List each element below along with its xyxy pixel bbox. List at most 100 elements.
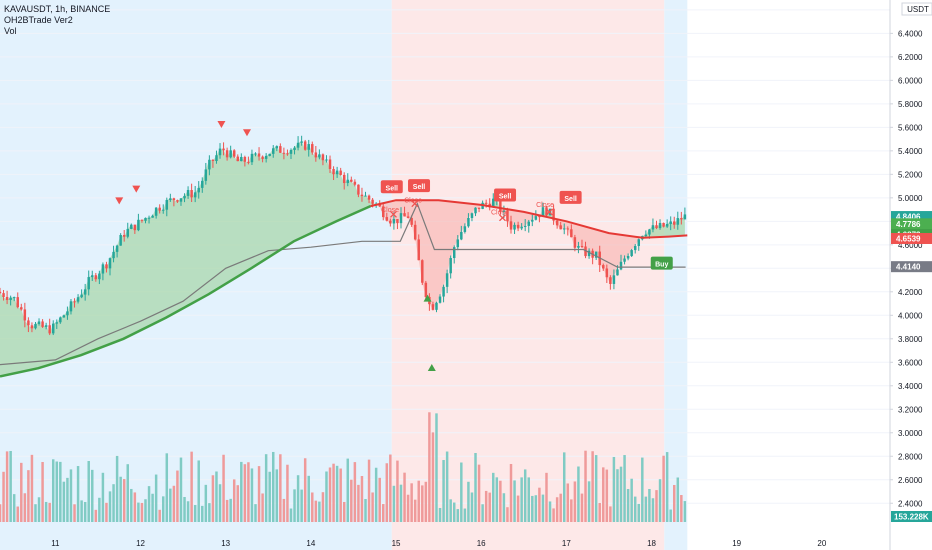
candle xyxy=(201,177,204,193)
volume-bar xyxy=(328,467,332,522)
candle xyxy=(179,198,183,206)
volume-bar xyxy=(130,488,133,522)
candle xyxy=(62,314,66,318)
volume-bar xyxy=(261,493,264,522)
volume-bar xyxy=(602,467,605,522)
candle xyxy=(172,197,176,207)
volume-bar xyxy=(658,479,662,522)
volume-bar xyxy=(339,468,342,522)
candle xyxy=(247,156,250,165)
candle xyxy=(240,153,243,162)
price-axis[interactable]: USDT 6.4000 6.2000 6.0000 5.8000 5.6000 5.4000… xyxy=(889,0,932,550)
volume-bar xyxy=(406,494,410,522)
volume-bar xyxy=(73,504,76,522)
candle xyxy=(94,272,98,282)
volume-bar xyxy=(374,467,378,522)
sell-arrow-icon xyxy=(217,120,226,128)
candle xyxy=(48,318,51,336)
y-tick-label: 4.2000 xyxy=(898,288,923,297)
volume-bar xyxy=(179,457,183,522)
volume-bar xyxy=(232,479,236,522)
candle xyxy=(570,224,573,238)
volume-bar xyxy=(30,454,34,522)
candle xyxy=(318,149,321,160)
symbol-title[interactable]: KAVAUSDT, 1h, BINANCE xyxy=(4,4,111,14)
volume-bar xyxy=(616,469,619,522)
y-tick-label: 6.4000 xyxy=(898,29,923,38)
candle xyxy=(587,248,591,259)
y-tick-label: 6.2000 xyxy=(898,53,923,62)
candle xyxy=(293,146,296,155)
volume-indicator-name[interactable]: Vol xyxy=(4,26,17,36)
y-tick-label: 2.4000 xyxy=(898,499,923,508)
price-marker: 4.8406 xyxy=(891,211,932,223)
currency-box xyxy=(901,2,932,16)
candle xyxy=(389,218,392,227)
svg-text:Sell: Sell xyxy=(413,184,426,191)
price-marker: 4.6539 xyxy=(891,232,932,244)
volume-bar xyxy=(76,466,80,522)
candle xyxy=(0,287,2,294)
volume-bar xyxy=(573,481,577,522)
candle xyxy=(98,270,101,285)
volume-bar xyxy=(186,501,190,522)
candle xyxy=(527,219,530,233)
volume-bar xyxy=(392,485,396,522)
volume-bar xyxy=(208,503,211,522)
volume-bar xyxy=(303,458,307,522)
volume-bar xyxy=(470,492,474,522)
volume-bar xyxy=(676,477,680,522)
candle xyxy=(431,301,435,311)
volume-bar xyxy=(680,495,683,522)
candle xyxy=(623,255,626,265)
volume-marker: 153.228K xyxy=(891,511,932,522)
candle xyxy=(673,216,676,229)
indicator-name[interactable]: OH2BTrade Ver2 xyxy=(4,15,73,25)
candle xyxy=(215,150,218,164)
volume-bar xyxy=(115,455,119,522)
sell-signal-label: Sell xyxy=(380,180,403,194)
candle xyxy=(626,253,630,261)
candlesticks xyxy=(0,135,687,336)
candle xyxy=(346,173,350,187)
candle xyxy=(76,294,80,304)
volume-bar xyxy=(346,458,350,522)
candle xyxy=(229,145,232,159)
svg-text:4.7786: 4.7786 xyxy=(896,220,921,229)
candle xyxy=(339,167,342,176)
volume-bar xyxy=(197,460,200,522)
volume-bar xyxy=(410,483,413,522)
volume-bar xyxy=(169,488,172,522)
y-tick-label: 4.0000 xyxy=(898,311,923,320)
volume-bar xyxy=(552,508,555,522)
candle xyxy=(396,219,399,230)
candle xyxy=(154,207,158,219)
candle xyxy=(5,290,9,305)
time-axis[interactable]: 11 12 13 14 15 16 17 18 19 20 xyxy=(51,539,827,548)
candle xyxy=(658,219,662,230)
candle xyxy=(531,214,534,227)
candle xyxy=(183,193,186,203)
volume-bar xyxy=(580,493,584,522)
bull-fill-area xyxy=(493,198,501,213)
candle xyxy=(268,153,271,157)
candle xyxy=(55,319,59,329)
volume-bar xyxy=(626,489,630,522)
volume-bar xyxy=(584,450,587,522)
volume-bar xyxy=(477,464,481,522)
volume-bar xyxy=(48,502,51,522)
volume-bar xyxy=(350,479,353,522)
candle xyxy=(665,219,669,228)
candle xyxy=(307,139,310,157)
volume-bar xyxy=(623,455,626,522)
volume-bar xyxy=(367,459,371,522)
candle xyxy=(236,154,240,162)
volume-bar xyxy=(378,477,381,522)
y-tick-label: 6.0000 xyxy=(898,76,923,85)
volume-bar xyxy=(2,471,5,522)
volume-bar xyxy=(442,460,445,522)
candle xyxy=(87,270,90,296)
candle xyxy=(122,230,126,242)
volume-bar xyxy=(531,495,534,522)
